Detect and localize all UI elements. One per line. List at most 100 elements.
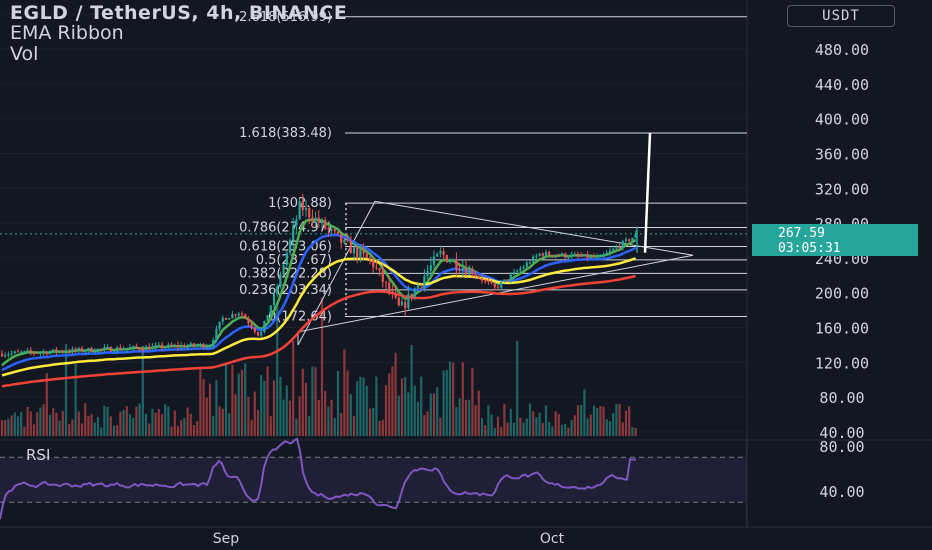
candle-body — [205, 346, 208, 348]
volume-bar — [231, 364, 234, 436]
volume-bar — [516, 340, 519, 436]
price-tick-label: 360.00 — [815, 145, 869, 163]
volume-bar — [349, 394, 352, 436]
volume-bar — [557, 414, 560, 436]
candle-body — [192, 343, 196, 346]
fib-label: 1.618(383.48) — [239, 126, 332, 141]
volume-bar — [279, 376, 282, 436]
candle-body — [423, 276, 426, 286]
volume-bar — [266, 366, 269, 436]
indicator-volume[interactable]: Vol — [10, 43, 39, 65]
volume-bar — [410, 345, 413, 436]
volume-bar — [512, 422, 516, 436]
candle-body — [356, 246, 359, 258]
volume-bar — [330, 399, 333, 436]
price-tick-label: 480.00 — [815, 41, 869, 59]
candle-body — [474, 274, 477, 277]
candle-body — [381, 270, 384, 282]
volume-bar — [413, 385, 416, 436]
candle-body — [199, 344, 202, 346]
volume-bar — [16, 416, 20, 436]
candle-body — [256, 331, 260, 336]
volume-bar — [109, 416, 112, 436]
volume-bar — [138, 403, 141, 436]
fib-label: 0.786(274.97) — [239, 220, 332, 235]
volume-bar — [96, 417, 100, 436]
price-tick-label: 160.00 — [815, 320, 869, 338]
price-tick-label: 320.00 — [815, 180, 869, 198]
volume-bar — [388, 373, 391, 436]
fib-label: 0.236(203.34) — [239, 283, 332, 298]
candle-body — [506, 279, 509, 281]
indicator-rsi[interactable]: RSI — [26, 446, 51, 464]
volume-bar — [573, 415, 576, 436]
candle-body — [189, 343, 192, 346]
volume-bar — [615, 404, 618, 436]
price-tick-label: 400.00 — [815, 111, 869, 129]
volume-bar — [282, 399, 285, 436]
volume-bar — [164, 404, 167, 436]
rsi-panel — [0, 437, 747, 520]
currency-button[interactable]: USDT — [787, 5, 895, 27]
candle-body — [516, 270, 519, 272]
candle-body — [368, 257, 372, 260]
candle-body — [426, 270, 429, 277]
volume-bar — [455, 407, 458, 436]
candle-body — [634, 233, 637, 238]
candle-body — [260, 332, 263, 336]
symbol-title[interactable]: EGLD / TetherUS, 4h, BINANCE — [10, 2, 348, 24]
volume-bar — [426, 411, 429, 436]
candle-body — [314, 217, 317, 222]
candlesticks — [0, 193, 638, 359]
volume-bar — [452, 362, 455, 436]
volume-bar — [340, 413, 343, 436]
fib-label: 0.5(237.67) — [256, 253, 332, 268]
volume-bar — [397, 395, 400, 436]
rsi-band — [0, 457, 747, 503]
volume-bar — [160, 414, 164, 436]
volume-bar — [103, 405, 106, 436]
candle-body — [615, 246, 618, 249]
volume-bar — [506, 422, 509, 436]
time-tick-label: Oct — [540, 531, 565, 547]
volume-bar — [592, 405, 596, 436]
volume-bar — [68, 423, 71, 436]
candle-body — [432, 256, 436, 266]
volume-bar — [493, 427, 496, 436]
candle-body — [384, 281, 388, 283]
price-tick-label: 440.00 — [815, 76, 869, 94]
volume-bar — [192, 425, 196, 436]
volume-bar — [496, 416, 500, 436]
candle-body — [448, 261, 452, 263]
volume-bar — [448, 361, 452, 436]
candle-body — [170, 344, 173, 346]
volume-bar — [100, 427, 103, 436]
volume-bar — [416, 401, 420, 436]
candle-body — [237, 313, 240, 316]
candle-body — [173, 345, 176, 347]
candle-body — [23, 351, 26, 353]
volume-bar — [624, 410, 628, 436]
candle-body — [128, 347, 132, 349]
volume-bar — [106, 406, 109, 436]
candle-body — [528, 262, 532, 264]
candle-body — [298, 201, 301, 220]
volume-bar — [221, 408, 224, 436]
last-price-badge: 267.59 03:05:31 — [752, 224, 918, 256]
volume-bar — [336, 370, 340, 436]
volume-bar — [528, 403, 532, 436]
candle-body — [333, 229, 336, 232]
candle-body — [32, 351, 36, 353]
price-tick-label: 120.00 — [815, 354, 869, 372]
volume-bar — [180, 420, 183, 436]
candle-body — [445, 255, 448, 263]
volume-bar — [132, 417, 135, 436]
volume-bar — [119, 411, 122, 436]
candle-body — [628, 239, 631, 242]
indicator-ema-ribbon[interactable]: EMA Ribbon — [10, 22, 124, 44]
volume-bar — [583, 389, 586, 436]
volume-bar — [247, 396, 250, 436]
candle-body — [231, 314, 234, 319]
volume-bar — [151, 408, 154, 436]
